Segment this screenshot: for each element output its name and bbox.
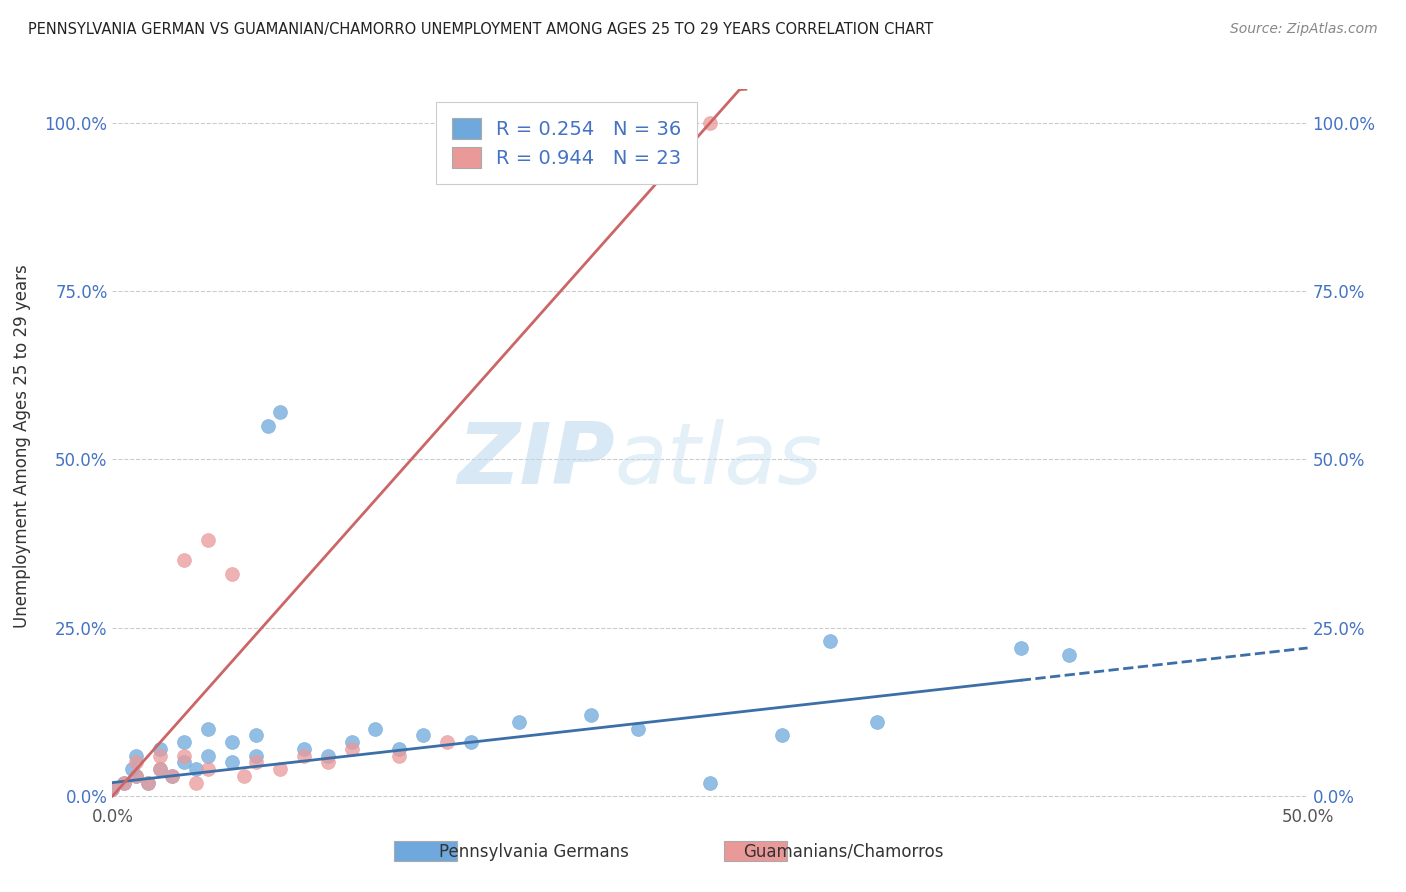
Point bbox=[173, 748, 195, 763]
Point bbox=[269, 405, 291, 419]
Point bbox=[114, 775, 135, 789]
Point bbox=[197, 533, 219, 548]
Point bbox=[292, 742, 315, 756]
Point bbox=[149, 748, 172, 763]
Point bbox=[436, 735, 458, 749]
Point bbox=[269, 762, 291, 776]
Point bbox=[149, 762, 172, 776]
Point bbox=[508, 714, 530, 729]
Point bbox=[221, 566, 243, 581]
Point bbox=[149, 762, 172, 776]
Point bbox=[1010, 640, 1032, 655]
Point bbox=[162, 769, 183, 783]
Point bbox=[340, 735, 363, 749]
Point bbox=[101, 782, 124, 797]
Point bbox=[364, 722, 387, 736]
Point bbox=[121, 762, 143, 776]
Point bbox=[114, 775, 135, 789]
Point bbox=[245, 748, 267, 763]
Point bbox=[579, 708, 602, 723]
Point bbox=[173, 735, 195, 749]
Point bbox=[186, 775, 208, 789]
Point bbox=[197, 748, 219, 763]
Point bbox=[292, 748, 315, 763]
Point bbox=[162, 769, 183, 783]
Point bbox=[866, 714, 889, 729]
Point bbox=[197, 722, 219, 736]
Point bbox=[138, 775, 160, 789]
Point bbox=[186, 762, 208, 776]
Point bbox=[460, 735, 482, 749]
Point bbox=[221, 735, 243, 749]
Text: Guamanians/Chamorros: Guamanians/Chamorros bbox=[744, 843, 943, 861]
Point bbox=[173, 756, 195, 770]
Point bbox=[197, 762, 219, 776]
Text: Source: ZipAtlas.com: Source: ZipAtlas.com bbox=[1230, 22, 1378, 37]
Text: PENNSYLVANIA GERMAN VS GUAMANIAN/CHAMORRO UNEMPLOYMENT AMONG AGES 25 TO 29 YEARS: PENNSYLVANIA GERMAN VS GUAMANIAN/CHAMORR… bbox=[28, 22, 934, 37]
Point bbox=[316, 756, 339, 770]
Point bbox=[125, 756, 148, 770]
Text: atlas: atlas bbox=[614, 418, 823, 502]
Point bbox=[138, 775, 160, 789]
Point bbox=[699, 775, 721, 789]
Point bbox=[1057, 648, 1080, 662]
Legend: R = 0.254   N = 36, R = 0.944   N = 23: R = 0.254 N = 36, R = 0.944 N = 23 bbox=[436, 103, 697, 184]
Point bbox=[245, 729, 267, 743]
Text: ZIP: ZIP bbox=[457, 418, 614, 502]
Point bbox=[233, 769, 256, 783]
Point bbox=[125, 748, 148, 763]
Point bbox=[818, 634, 841, 648]
Point bbox=[388, 742, 411, 756]
Point bbox=[125, 769, 148, 783]
Point bbox=[316, 748, 339, 763]
Point bbox=[340, 742, 363, 756]
Text: Pennsylvania Germans: Pennsylvania Germans bbox=[439, 843, 630, 861]
Point bbox=[221, 756, 243, 770]
Y-axis label: Unemployment Among Ages 25 to 29 years: Unemployment Among Ages 25 to 29 years bbox=[13, 264, 31, 628]
Point bbox=[149, 742, 172, 756]
Point bbox=[770, 729, 793, 743]
Point bbox=[699, 116, 721, 130]
Point bbox=[627, 722, 650, 736]
Point bbox=[388, 748, 411, 763]
Point bbox=[125, 769, 148, 783]
Point bbox=[101, 782, 124, 797]
Point bbox=[412, 729, 434, 743]
Point bbox=[245, 756, 267, 770]
Point bbox=[173, 553, 195, 567]
Point bbox=[257, 418, 280, 433]
